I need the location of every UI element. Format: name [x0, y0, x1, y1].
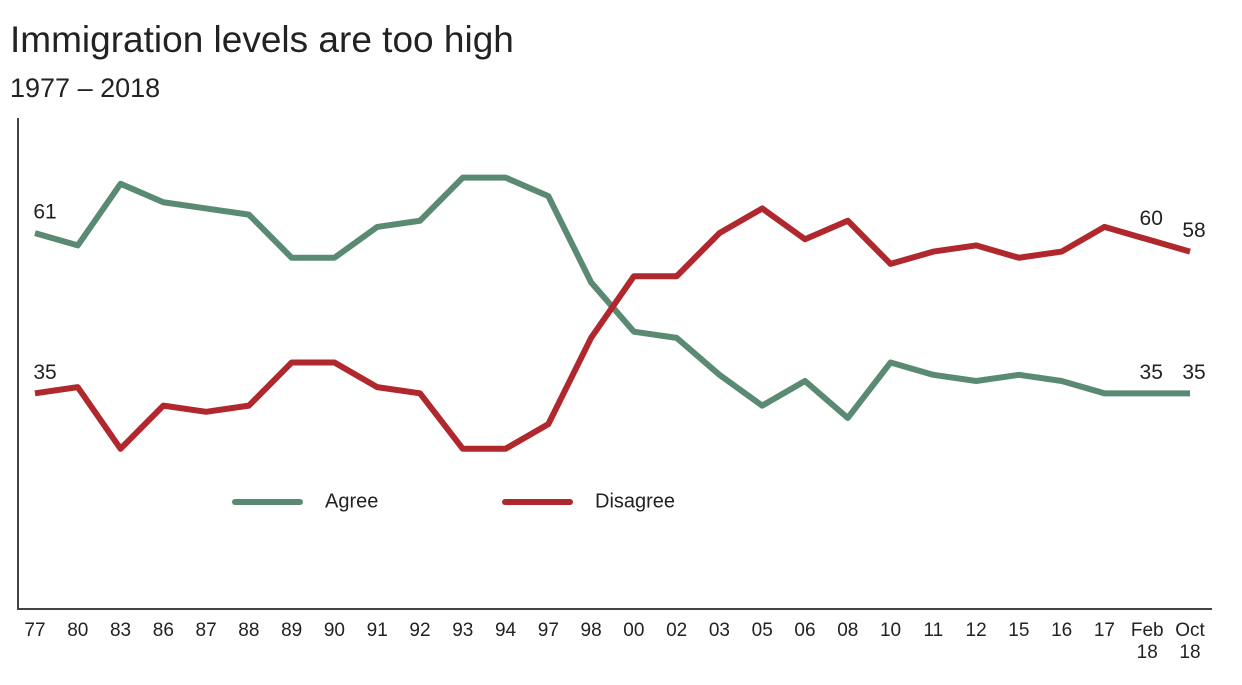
x-tick-label: 91	[366, 620, 388, 641]
x-tick-text: 90	[323, 620, 345, 641]
chart-title: Immigration levels are too high	[10, 19, 514, 60]
x-tick-text: 11	[923, 620, 944, 641]
x-tick-text: 86	[152, 620, 174, 641]
x-tick-label: 92	[409, 620, 431, 641]
x-tick-label: 93	[452, 620, 474, 641]
x-tick-text: 06	[794, 620, 816, 641]
series-line	[34, 205, 1191, 452]
x-tick-label: 86	[152, 620, 174, 641]
data-label: 58	[1182, 219, 1205, 242]
x-tick-label: 87	[195, 620, 217, 641]
x-tick-label: 00	[623, 620, 645, 641]
x-tick-text: Oct 18	[1175, 620, 1205, 663]
chart-subtitle: 1977 – 2018	[10, 73, 160, 103]
x-tick-text: 92	[409, 620, 431, 641]
x-tick-label: 06	[794, 620, 816, 641]
x-tick-text: 94	[494, 620, 517, 641]
x-tick-label: 90	[323, 620, 345, 641]
x-tick-text: 16	[1051, 620, 1073, 641]
x-tick-label: 77	[24, 620, 46, 641]
x-tick-text: 00	[623, 620, 645, 641]
x-tick-text: 12	[965, 620, 987, 641]
x-tick-text: 83	[109, 620, 132, 641]
x-tick-label: 12	[965, 620, 987, 641]
x-tick-text: 05	[751, 620, 773, 641]
x-tick-label: 10	[879, 620, 902, 641]
x-tick-label: 97	[537, 620, 559, 641]
x-tick-label: 15	[1008, 620, 1030, 641]
x-tick-text: 80	[67, 620, 89, 641]
data-label: 35	[1140, 361, 1163, 384]
x-tick-label: Feb 18	[1130, 620, 1164, 663]
x-tick-label: 94	[494, 620, 517, 641]
x-tick-text: 93	[452, 620, 474, 641]
legend-label: Agree	[325, 490, 378, 512]
x-tick-text: 17	[1093, 620, 1115, 641]
x-tick-text: 88	[238, 620, 260, 641]
data-label: 35	[1182, 361, 1205, 384]
x-tick-label: 98	[580, 620, 602, 641]
data-label: 61	[33, 201, 56, 224]
data-label: 60	[1140, 207, 1163, 230]
x-tick-text: 87	[195, 620, 217, 641]
x-tick-label: 17	[1093, 620, 1115, 641]
x-tick-text: 08	[837, 620, 859, 641]
x-tick-label: 88	[238, 620, 260, 641]
x-tick-text: 03	[708, 620, 730, 641]
x-tick-label: 16	[1051, 620, 1073, 641]
x-tick-text: 91	[366, 620, 388, 641]
x-tick-label: 05	[751, 620, 773, 641]
x-tick-text: 15	[1008, 620, 1030, 641]
x-tick-label: 11	[923, 620, 944, 641]
x-tick-text: 02	[666, 620, 688, 641]
x-tick-text: 97	[537, 620, 559, 641]
legend-label: Disagree	[595, 490, 675, 512]
x-tick-text: 10	[879, 620, 902, 641]
x-tick-label: 80	[67, 620, 89, 641]
series-line	[34, 174, 1190, 421]
x-tick-label: 03	[708, 620, 730, 641]
x-tick-text: Feb 18	[1130, 620, 1164, 663]
x-tick-label: 08	[837, 620, 859, 641]
x-tick-text: 98	[580, 620, 602, 641]
x-tick-label: 02	[666, 620, 688, 641]
x-tick-label: 89	[281, 620, 303, 641]
x-tick-text: 89	[281, 620, 303, 641]
x-tick-text: 77	[24, 620, 46, 641]
x-tick-label: 83	[109, 620, 132, 641]
data-label: 35	[33, 361, 56, 384]
x-tick-label: Oct 18	[1175, 620, 1205, 663]
